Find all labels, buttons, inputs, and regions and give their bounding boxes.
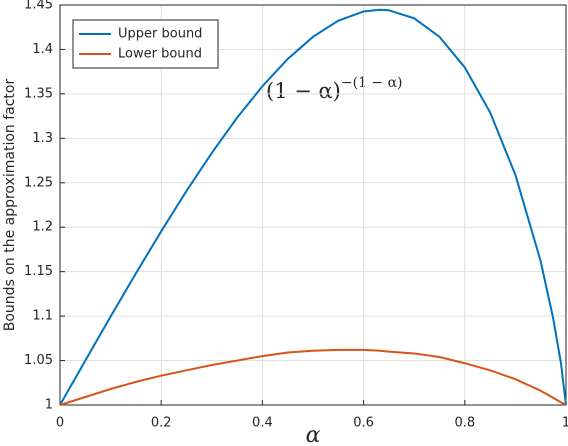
legend-label: Upper bound — [118, 27, 202, 42]
plot-frame — [59, 4, 567, 406]
line — [59, 348, 567, 406]
x-axis-label: α — [306, 423, 321, 446]
y-tick-label: 1 — [45, 398, 53, 413]
y-tick-label: 1.1 — [32, 309, 53, 324]
y-tick-label: 1.15 — [24, 264, 53, 279]
legend-box — [72, 19, 219, 69]
plot-layer: 1 1.05 1.1 1.15 1.2 1.25 1.3 1.35 1.4 1.45 0 0.2 0.4… — [24, 0, 568, 431]
y-tick-label: 1.05 — [24, 353, 53, 368]
annotation: (1 − α)−(1 − α) — [266, 75, 403, 103]
y-tick-label: 1.25 — [24, 175, 53, 190]
line — [59, 8, 567, 406]
legend-label: Lower bound — [118, 47, 202, 62]
y-tick-label: 1.3 — [32, 131, 53, 146]
x-tick-label: 0.4 — [252, 416, 273, 431]
x-tick-label: 1 — [562, 416, 568, 431]
x-tick-label: 0 — [56, 416, 64, 431]
y-tick-label: 1.2 — [32, 220, 53, 235]
y-tick-label: 1.4 — [32, 42, 53, 57]
annotation-base: (1 − α) — [266, 79, 341, 103]
x-tick-label: 0.8 — [454, 416, 475, 431]
x-tick-label: 0.2 — [151, 416, 172, 431]
annotation-exponent: −(1 − α) — [341, 75, 403, 91]
y-tick-label: 1.35 — [24, 86, 53, 101]
y-tick-label: 1.45 — [24, 0, 53, 13]
x-tick-label: 0.6 — [353, 416, 374, 431]
y-axis-label: Bounds on the approximation factor — [2, 79, 18, 332]
